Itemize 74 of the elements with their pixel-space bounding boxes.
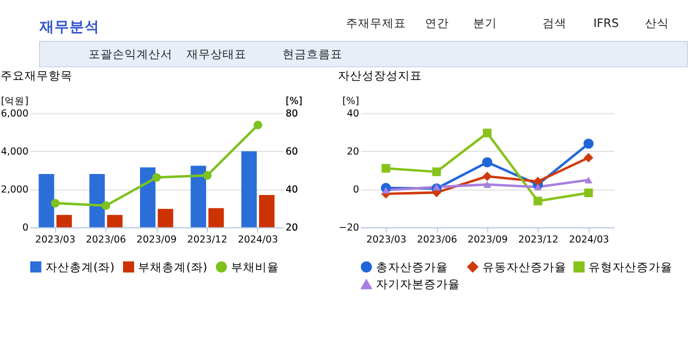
y-tick-label: 0 <box>22 222 29 234</box>
bar <box>190 166 206 228</box>
x-tick-label: 2023/03 <box>366 234 406 246</box>
y-tick-label: 0 <box>352 184 360 196</box>
bar <box>140 167 156 228</box>
x-tick-label: 2023/09 <box>136 234 177 246</box>
chart-title: 자산성장성지표 <box>338 68 422 82</box>
point <box>584 176 592 184</box>
y-axis-title: [억원] <box>0 96 29 108</box>
text: 분기 <box>473 16 498 30</box>
text: 검색 <box>542 16 566 30</box>
point <box>152 173 161 182</box>
point <box>584 188 593 198</box>
text: 연간 <box>425 16 450 30</box>
bar <box>38 174 54 228</box>
legend-label: 총자산증가율 <box>376 260 448 274</box>
point <box>534 196 542 206</box>
y-tick-label: 4,000 <box>0 146 29 158</box>
point <box>50 198 60 208</box>
y-tick-label: −20 <box>338 222 360 234</box>
legend-label: 자기자본증가율 <box>376 277 460 292</box>
legend-label: 부채총계(좌) <box>138 260 208 274</box>
point <box>432 184 440 190</box>
legend-label: 유동자산증가율 <box>482 260 566 274</box>
point <box>202 171 212 180</box>
bar <box>208 208 224 228</box>
x-tick-label: 2023/12 <box>187 234 228 246</box>
bar <box>259 194 275 228</box>
text: 재무상태표 <box>186 46 247 61</box>
point <box>432 167 441 176</box>
point <box>534 184 542 190</box>
point <box>482 172 492 182</box>
x-tick-label: 2023/12 <box>518 234 558 246</box>
text: 현금흐름표 <box>282 46 342 61</box>
legend-label: 유형자산증가율 <box>588 260 673 274</box>
x-tick-label: 2024/03 <box>568 234 610 246</box>
bar <box>158 208 174 228</box>
bar <box>89 174 105 228</box>
y-tick-label: 20 <box>346 146 360 158</box>
bar <box>107 214 123 228</box>
legend-label: 부채비율 <box>231 260 280 274</box>
y-axis-title: [%] <box>342 96 360 108</box>
text: 포괄손익계산서 <box>88 46 172 61</box>
x-tick-label: 2023/06 <box>86 234 126 246</box>
y-tick-label: 40 <box>346 108 360 120</box>
y2-tick-label: 20 <box>286 222 298 234</box>
point <box>382 164 390 173</box>
y2-tick-label: 80 <box>286 108 298 120</box>
y2-axis-title: [%] <box>286 96 302 108</box>
x-tick-label: 2023/09 <box>468 234 508 246</box>
y-tick-label: 6,000 <box>0 108 29 120</box>
text: IFRS <box>593 16 619 30</box>
point <box>483 181 492 188</box>
point <box>254 120 262 130</box>
point <box>533 176 543 186</box>
point <box>482 128 492 138</box>
bar <box>241 151 257 228</box>
x-tick-label: 2023/03 <box>35 234 76 246</box>
y2-tick-label: 40 <box>286 184 298 196</box>
point <box>102 201 110 210</box>
point <box>382 186 390 194</box>
y-tick-label: 2,000 <box>0 184 29 196</box>
text: 산식 <box>644 16 669 30</box>
point <box>482 157 492 168</box>
bar <box>56 214 72 228</box>
point <box>584 152 594 162</box>
legend-label: 자산총계(좌) <box>45 260 114 274</box>
text: 재무분석 <box>38 20 100 36</box>
x-tick-label: 2023/06 <box>416 234 458 246</box>
x-tick-label: 2024/03 <box>238 234 278 246</box>
text: 주재무제표 <box>346 16 406 30</box>
chart-title: 주요재무항목 <box>0 68 72 82</box>
y2-tick-label: 60 <box>286 146 298 158</box>
point <box>583 138 594 149</box>
